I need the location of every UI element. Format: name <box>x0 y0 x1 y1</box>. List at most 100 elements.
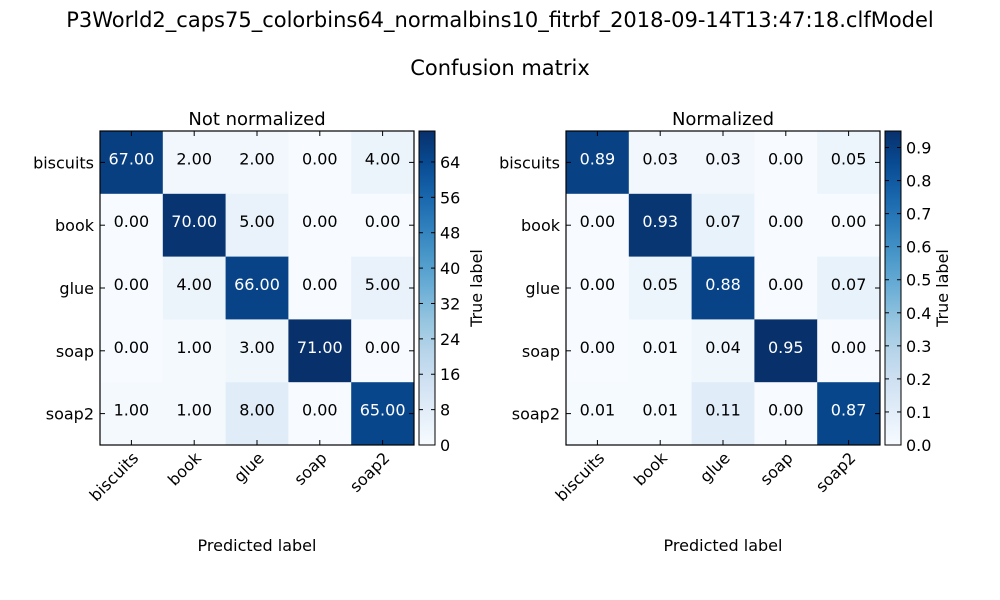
heatmap-cell <box>754 256 818 320</box>
colorbar-tick-label: 0.7 <box>906 205 931 224</box>
heatmap-cell <box>351 256 415 320</box>
cell-label: 5.00 <box>365 275 401 294</box>
cell-label: 4.00 <box>176 275 212 294</box>
y-tick-label: book <box>55 216 95 235</box>
heatmap-cell <box>162 382 227 446</box>
cell-label: 4.00 <box>365 149 401 168</box>
x-tick-label: book <box>164 448 206 490</box>
y-tick-label: glue <box>59 279 94 298</box>
colorbar-tick-label: 40 <box>440 259 460 278</box>
cell-label: 0.00 <box>302 149 338 168</box>
cell-label: 0.00 <box>302 275 338 294</box>
cell-label: 0.05 <box>831 149 867 168</box>
cell-label: 0.00 <box>831 338 867 357</box>
cell-label: 71.00 <box>297 338 343 357</box>
cell-label: 0.00 <box>768 149 804 168</box>
cell-label: 0.01 <box>642 338 678 357</box>
heatmap-cell <box>628 193 693 258</box>
heatmap-cell <box>100 256 164 320</box>
cell-label: 0.87 <box>831 401 867 420</box>
heatmap-cell <box>288 319 352 383</box>
cell-label: 0.01 <box>642 401 678 420</box>
y-axis-label: True label <box>467 249 486 328</box>
cell-label: 2.00 <box>176 149 212 168</box>
cell-label: 1.00 <box>114 401 150 420</box>
panel-title: Normalized <box>672 109 774 130</box>
cell-label: 0.00 <box>302 212 338 231</box>
cell-label: 0.00 <box>114 275 150 294</box>
colorbar-tick-label: 0.5 <box>906 271 931 290</box>
cell-label: 65.00 <box>360 401 406 420</box>
cell-label: 66.00 <box>234 275 280 294</box>
heatmap-cell <box>691 319 755 383</box>
y-tick-label: soap2 <box>46 405 94 424</box>
cell-label: 0.00 <box>114 212 150 231</box>
cell-label: 0.00 <box>768 275 804 294</box>
colorbar-tick-label: 0.9 <box>906 139 931 158</box>
x-tick-label: biscuits <box>552 448 609 505</box>
heatmap-cell <box>628 382 693 446</box>
x-tick-label: biscuits <box>86 448 143 505</box>
colorbar <box>418 130 436 446</box>
heatmap-cell <box>691 256 755 320</box>
colorbar-tick-label: 16 <box>440 365 460 384</box>
cell-label: 1.00 <box>176 401 212 420</box>
cell-label: 0.00 <box>768 212 804 231</box>
heatmap-cell <box>817 256 881 320</box>
colorbar-tick-label: 0.3 <box>906 337 931 356</box>
cell-label: 0.00 <box>580 338 616 357</box>
x-tick-label: soap <box>290 448 330 488</box>
heatmap-cell <box>288 193 352 258</box>
heatmap-cell <box>566 319 630 383</box>
cell-label: 0.01 <box>580 401 616 420</box>
colorbar <box>884 130 902 446</box>
colorbar-tick-label: 56 <box>440 188 460 207</box>
cell-label: 8.00 <box>239 401 275 420</box>
cell-label: 0.00 <box>365 212 401 231</box>
heatmap-cell <box>225 319 289 383</box>
heatmap-cell <box>225 193 289 258</box>
heatmap-panel-2: Normalized 0.89 0.03 0.03 0.00 0.05 0.00 0.93 0.… <box>499 109 952 555</box>
heatmap-cell <box>691 131 755 195</box>
cell-label: 0.00 <box>302 401 338 420</box>
y-tick-label: biscuits <box>499 153 560 172</box>
cell-label: 3.00 <box>239 338 275 357</box>
heatmap-cell <box>754 319 818 383</box>
cell-label: 0.00 <box>580 275 616 294</box>
y-axis-label: True label <box>933 249 952 328</box>
heatmap-cell <box>691 193 755 258</box>
colorbar-tick-label: 0.1 <box>906 403 931 422</box>
heatmap-cell <box>817 131 881 195</box>
heatmap-cell <box>225 382 289 446</box>
y-tick-label: soap2 <box>512 405 560 424</box>
heatmap-cell <box>817 319 881 383</box>
colorbar-tick-label: 0.6 <box>906 238 931 257</box>
colorbar-tick-label: 24 <box>440 330 460 349</box>
colorbar-tick-label: 64 <box>440 153 460 172</box>
cell-label: 0.04 <box>705 338 741 357</box>
heatmap-cell <box>754 193 818 258</box>
cell-label: 0.89 <box>580 149 616 168</box>
colorbar-tick-label: 48 <box>440 224 460 243</box>
x-tick-label: soap2 <box>812 448 860 496</box>
cell-label: 0.95 <box>768 338 804 357</box>
cell-label: 0.00 <box>831 212 867 231</box>
cell-label: 0.03 <box>705 149 741 168</box>
heatmap-cell <box>754 131 818 195</box>
cell-label: 0.03 <box>642 149 678 168</box>
heatmap-cell <box>100 193 164 258</box>
heatmap-cell <box>628 256 693 320</box>
heatmap-cell <box>566 382 630 446</box>
cell-label: 0.00 <box>365 338 401 357</box>
y-tick-label: soap <box>522 342 560 361</box>
x-axis-label: Predicted label <box>664 536 783 555</box>
y-tick-label: biscuits <box>33 153 94 172</box>
heatmap-panel-1: Not normalized 67.00 2.00 2.00 0.00 4.00 0.00 7… <box>33 109 486 555</box>
colorbar-tick-label: 0.2 <box>906 370 931 389</box>
heatmap-cell <box>566 256 630 320</box>
heatmap-cell <box>628 131 693 195</box>
heatmap-cell <box>225 131 289 195</box>
cell-label: 1.00 <box>176 338 212 357</box>
cell-label: 0.11 <box>705 401 741 420</box>
